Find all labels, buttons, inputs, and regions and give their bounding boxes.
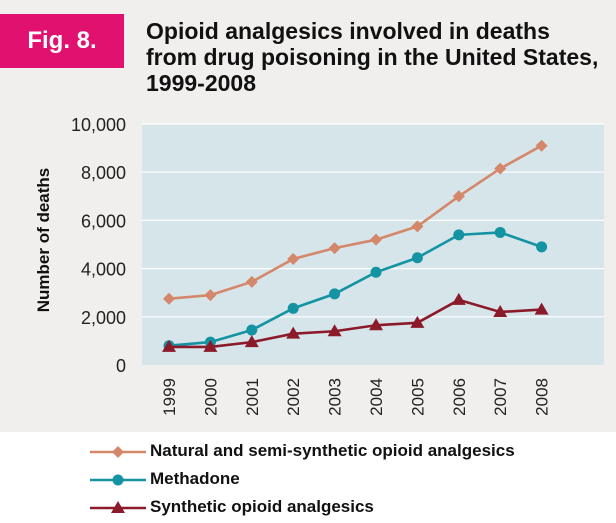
legend-marker-diamond xyxy=(112,446,124,458)
y-tick-label: 4,000 xyxy=(81,260,126,280)
data-point-circle xyxy=(411,252,423,264)
data-point-triangle xyxy=(286,326,301,339)
data-point-circle xyxy=(329,288,341,300)
figure-label: Fig. 8. xyxy=(0,14,124,68)
x-tick-label: 2002 xyxy=(284,378,303,416)
x-tick-label: 2004 xyxy=(367,378,386,416)
data-point-triangle xyxy=(410,315,425,328)
series-line-2 xyxy=(169,298,542,349)
legend-marker-circle xyxy=(112,474,124,486)
data-point-circle xyxy=(287,302,299,314)
legend-label: Methadone xyxy=(150,469,240,488)
data-point-diamond xyxy=(370,233,382,246)
data-point-triangle xyxy=(203,339,218,352)
y-tick-label: 0 xyxy=(116,356,126,376)
data-point-diamond xyxy=(328,242,341,255)
x-tick-label: 2003 xyxy=(326,378,345,416)
y-tick-label: 8,000 xyxy=(81,163,126,183)
legend-swatch xyxy=(90,474,146,486)
data-point-triangle xyxy=(534,302,549,315)
chart-title: Opioid analgesics involved in deaths fro… xyxy=(146,18,599,96)
data-point-diamond xyxy=(535,139,548,152)
data-point-circle xyxy=(370,266,382,278)
data-point-circle xyxy=(536,241,548,253)
data-point-diamond xyxy=(204,289,217,302)
data-point-triangle xyxy=(244,335,259,348)
legend-swatch xyxy=(90,501,146,513)
legend-label: Synthetic opioid analgesics xyxy=(150,497,374,516)
data-point-diamond xyxy=(452,190,465,203)
x-tick-label: 2007 xyxy=(491,378,510,416)
data-point-circle xyxy=(494,226,506,238)
data-point-circle xyxy=(246,324,258,336)
data-point-triangle xyxy=(327,324,342,337)
x-tick-label: 2001 xyxy=(243,378,262,416)
x-tick-label: 2006 xyxy=(450,378,469,416)
x-tick-label: 1999 xyxy=(160,378,179,416)
x-tick-label: 2000 xyxy=(201,378,220,416)
y-tick-label: 2,000 xyxy=(81,308,126,328)
data-point-triangle xyxy=(451,292,466,305)
legend-swatch xyxy=(90,446,146,458)
data-point-diamond xyxy=(163,292,175,305)
data-point-triangle xyxy=(493,304,508,317)
data-point-triangle xyxy=(162,339,176,352)
data-point-diamond xyxy=(494,162,507,175)
legend-marker-triangle xyxy=(111,501,125,513)
x-tick-label: 2005 xyxy=(408,378,427,416)
data-point-circle xyxy=(453,229,465,241)
data-point-diamond xyxy=(287,252,300,265)
series-line-1 xyxy=(168,231,543,348)
y-tick-label: 6,000 xyxy=(81,211,126,231)
legend-label: Natural and semi-synthetic opioid analge… xyxy=(150,441,515,460)
series-line-0 xyxy=(168,144,543,301)
data-point-diamond xyxy=(245,275,258,288)
x-tick-label: 2008 xyxy=(533,378,552,416)
y-tick-label: 10,000 xyxy=(71,115,126,135)
line-chart: 0 2,000 4,000 6,000 8,000 10,000 1999 2000 2001 2… xyxy=(71,115,604,416)
data-point-triangle xyxy=(369,318,383,331)
data-point-diamond xyxy=(411,220,424,233)
